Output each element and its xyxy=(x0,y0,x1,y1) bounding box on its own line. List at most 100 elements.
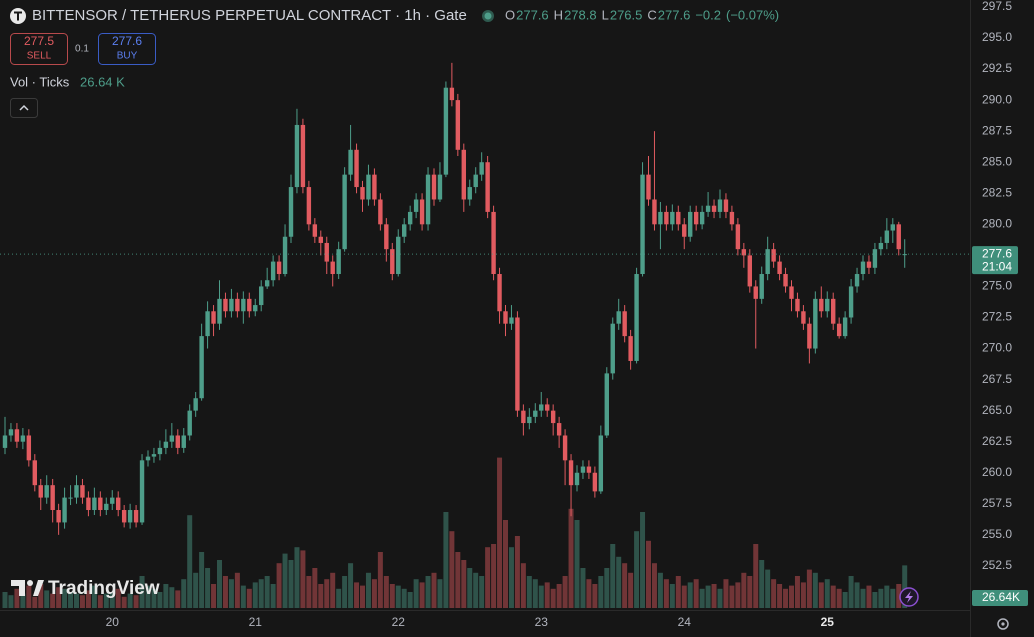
volume-bar xyxy=(824,579,830,608)
volume-bar xyxy=(789,585,794,608)
volume-bar xyxy=(109,592,115,608)
candle-body xyxy=(878,242,884,250)
volume-bar xyxy=(181,579,187,608)
candle-body xyxy=(306,187,312,225)
volume-bar xyxy=(526,576,532,608)
candle-body xyxy=(491,211,496,275)
volume-bar xyxy=(562,576,568,608)
volume-bar xyxy=(151,588,157,608)
volume-bar xyxy=(139,576,145,608)
y-tick-label: 267.5 xyxy=(982,372,1012,386)
last-price-box xyxy=(972,246,1018,275)
candle-body xyxy=(80,485,85,498)
volume-bar xyxy=(44,590,50,608)
candle-body xyxy=(717,199,723,212)
volume-bar xyxy=(32,596,38,608)
candle-body xyxy=(598,435,604,492)
volume-bar xyxy=(657,572,663,608)
last-price-label: 277.6 xyxy=(982,246,1012,260)
volume-bar xyxy=(687,582,693,608)
candle-body xyxy=(467,187,472,200)
candle-body xyxy=(765,249,770,275)
candle-body xyxy=(20,435,26,442)
x-tick-label: 25 xyxy=(821,615,835,629)
candle-body xyxy=(330,261,335,275)
candle-body xyxy=(592,472,598,492)
candle-body xyxy=(527,416,532,424)
sell-price[interactable]: 277.5 xyxy=(24,34,54,48)
candle-body xyxy=(473,174,478,188)
settings-icon-center[interactable] xyxy=(1001,622,1005,626)
volume-bar xyxy=(360,585,365,608)
candle-body xyxy=(56,510,61,523)
x-tick-label: 23 xyxy=(535,615,549,629)
collapse-button[interactable] xyxy=(10,98,38,118)
candle-body xyxy=(783,274,788,287)
volume-bar xyxy=(550,588,556,608)
candle-body xyxy=(705,205,711,212)
buy-label[interactable]: BUY xyxy=(117,51,138,62)
y-tick-label: 290.0 xyxy=(982,92,1012,106)
volume-bar xyxy=(723,579,729,608)
candle-body xyxy=(848,286,854,318)
volume-bar xyxy=(163,584,169,608)
sell-label[interactable]: SELL xyxy=(27,51,52,62)
volume-bar xyxy=(431,572,437,608)
candle-body xyxy=(545,404,550,411)
candle-body xyxy=(676,211,681,225)
candle-body xyxy=(890,224,895,231)
volume-bar xyxy=(389,584,395,608)
volume-bar xyxy=(699,588,705,608)
volume-bar xyxy=(401,588,407,608)
candle-body xyxy=(121,510,127,523)
candle-body xyxy=(640,174,645,275)
candle-body xyxy=(145,456,151,461)
volume-bar xyxy=(324,579,330,608)
candle-body xyxy=(622,311,627,337)
candle-body xyxy=(348,149,353,175)
volume-bar xyxy=(85,590,91,608)
volume-bar xyxy=(336,588,342,608)
settings-icon[interactable] xyxy=(997,618,1009,630)
volume-bar xyxy=(127,593,133,608)
candle-body xyxy=(282,236,288,275)
sell-button[interactable] xyxy=(10,33,68,65)
candle-body xyxy=(217,298,222,324)
volume-bar xyxy=(354,582,360,608)
candle-body xyxy=(92,497,97,511)
candle-body xyxy=(390,249,395,275)
candle-body xyxy=(670,211,675,225)
volume-bar xyxy=(544,582,550,608)
alert-icon-glyph[interactable] xyxy=(905,591,913,603)
candle-body xyxy=(842,317,848,337)
volume-bar xyxy=(634,531,640,608)
candle-body xyxy=(777,261,782,275)
collapse-icon[interactable] xyxy=(19,104,29,111)
volume-bar xyxy=(300,550,306,608)
volume-bar xyxy=(854,582,860,608)
x-tick-label: 24 xyxy=(678,615,692,629)
volume-bar xyxy=(187,515,193,608)
volume-bar xyxy=(425,576,431,608)
candle-body xyxy=(735,224,741,250)
buy-price[interactable]: 277.6 xyxy=(112,34,142,48)
volume-bar xyxy=(556,584,562,608)
candle-body xyxy=(574,472,580,486)
candle-body xyxy=(515,317,520,411)
candle-body xyxy=(396,236,401,275)
candle-body xyxy=(825,298,830,312)
watermark-text: TradingView xyxy=(48,578,160,599)
volume-bar xyxy=(26,585,32,608)
candle-body xyxy=(32,460,37,486)
volume-bar xyxy=(836,588,842,608)
candle-body xyxy=(38,485,43,498)
candle-body xyxy=(485,162,490,212)
buy-button[interactable] xyxy=(98,33,156,65)
volume-bar xyxy=(800,582,806,608)
volume-bar xyxy=(461,560,467,608)
volume-bar xyxy=(467,568,473,608)
volume-bar xyxy=(604,568,610,608)
volume-bar xyxy=(884,585,890,608)
volume-bar xyxy=(14,588,20,608)
y-tick-label: 272.5 xyxy=(982,310,1012,324)
